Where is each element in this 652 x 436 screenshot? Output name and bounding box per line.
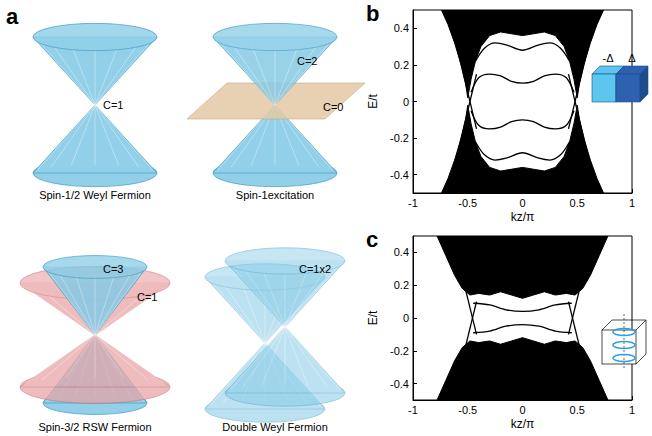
svg-text:Δ: Δ [628,52,636,64]
svg-text:-0.4: -0.4 [390,169,409,181]
svg-text:C=1: C=1 [137,291,158,303]
svg-text:C=2: C=2 [297,55,318,67]
svg-text:-0.4: -0.4 [390,378,409,390]
svg-text:kz/π: kz/π [511,210,535,224]
svg-text:0: 0 [519,404,525,416]
svg-text:Spin-3/2 RSW Fermion: Spin-3/2 RSW Fermion [38,421,151,433]
svg-text:-1: -1 [408,197,418,209]
svg-text:-0.5: -0.5 [458,197,477,209]
svg-text:C=1x2: C=1x2 [299,263,331,275]
svg-text:1: 1 [629,197,635,209]
svg-text:0.5: 0.5 [570,404,585,416]
svg-text:C=3: C=3 [103,263,124,275]
svg-text:a: a [6,4,19,29]
svg-text:E/t: E/t [366,93,380,108]
svg-text:0.5: 0.5 [570,197,585,209]
svg-text:0: 0 [519,197,525,209]
svg-text:0.2: 0.2 [394,279,409,291]
svg-text:kz/π: kz/π [511,417,535,431]
svg-text:-Δ: -Δ [602,52,614,64]
svg-text:-1: -1 [408,404,418,416]
svg-text:0: 0 [403,312,409,324]
svg-text:1: 1 [629,404,635,416]
svg-text:c: c [366,227,378,252]
svg-text:Spin-1excitation: Spin-1excitation [236,189,314,201]
svg-text:C=0: C=0 [323,101,344,113]
svg-text:-0.5: -0.5 [458,404,477,416]
svg-text:-0.2: -0.2 [390,345,409,357]
svg-text:0.4: 0.4 [394,22,409,34]
svg-text:Spin-1/2 Weyl Fermion: Spin-1/2 Weyl Fermion [39,189,151,201]
svg-text:E/t: E/t [366,310,380,325]
svg-text:0: 0 [403,96,409,108]
svg-text:0.2: 0.2 [394,59,409,71]
svg-text:-0.2: -0.2 [390,132,409,144]
svg-text:C=1: C=1 [103,99,124,111]
svg-text:Double Weyl Fermion: Double Weyl Fermion [222,421,328,433]
svg-text:0.4: 0.4 [394,246,409,258]
svg-text:b: b [366,1,379,26]
